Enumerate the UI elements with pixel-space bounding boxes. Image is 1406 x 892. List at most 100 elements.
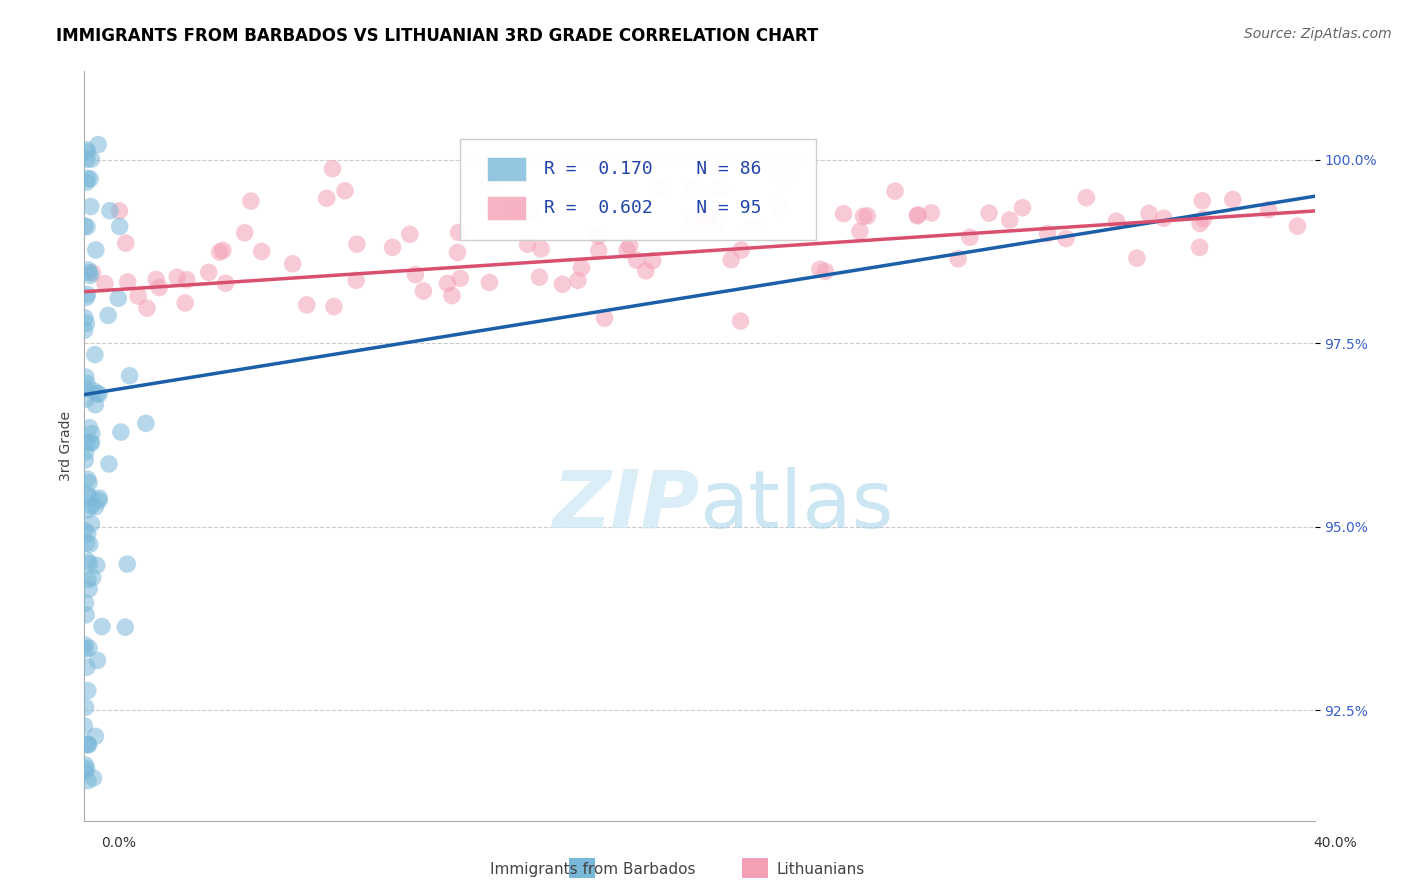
Point [75,382,97,396]
Point [516,237,538,252]
Text: atlas: atlas [700,467,894,545]
Point [107,291,129,305]
Point [616,244,638,258]
Point [773,170,796,185]
Point [76,145,98,159]
Point [97,309,120,323]
Point [80,499,103,513]
Point [315,191,337,205]
Point [696,210,718,224]
Point [114,620,136,634]
Point [75,758,97,772]
Point [333,184,356,198]
Point [651,181,673,195]
Point [322,300,344,314]
Point [530,242,553,256]
Point [108,203,131,218]
Point [1189,216,1212,230]
Point [84,398,107,412]
Point [76,290,98,304]
Point [80,200,103,214]
Point [1011,201,1033,215]
Point [478,276,501,290]
Point [136,301,159,315]
Point [86,558,108,573]
Point [79,421,101,435]
Point [211,244,233,258]
Point [683,182,706,196]
Point [1054,231,1077,245]
Point [551,277,574,292]
Point [381,240,404,254]
Point [197,265,219,279]
Point [82,771,104,785]
Point [108,219,131,234]
FancyBboxPatch shape [486,157,526,181]
Point [905,209,928,223]
Point [250,244,273,259]
Text: ZIP: ZIP [553,467,700,545]
Text: R =  0.602    N = 95: R = 0.602 N = 95 [544,199,762,217]
Point [80,516,103,531]
Point [77,263,100,277]
Point [567,273,589,287]
Point [849,224,872,238]
Point [808,262,831,277]
Point [76,152,98,166]
Text: Source: ZipAtlas.com: Source: ZipAtlas.com [1244,27,1392,41]
Point [76,472,98,486]
Point [344,273,367,287]
Point [404,268,426,282]
Point [946,252,969,266]
Point [214,277,236,291]
Point [634,264,657,278]
Point [76,737,98,751]
Point [79,266,101,280]
Point [79,436,101,450]
Point [73,310,96,325]
Point [127,289,149,303]
Point [1286,219,1309,234]
Point [110,425,132,439]
Text: Immigrants from Barbados: Immigrants from Barbados [491,863,696,877]
Point [75,175,97,189]
Point [79,557,101,571]
Point [83,348,105,362]
Point [998,213,1021,227]
Point [436,277,458,291]
Point [76,287,98,301]
Point [77,773,100,788]
Point [135,417,157,431]
Point [709,181,731,195]
Point [75,392,97,406]
Point [89,491,111,505]
Point [1036,227,1059,241]
Point [82,266,104,280]
Point [176,273,198,287]
Point [73,719,96,733]
Point [720,252,742,267]
Point [233,226,256,240]
Point [84,243,107,257]
Point [77,738,100,752]
Point [83,384,105,398]
Point [76,219,98,234]
Point [920,206,942,220]
Point [75,596,97,610]
Point [77,737,100,751]
Point [76,536,98,550]
Point [1153,211,1175,226]
Point [75,316,97,330]
Point [73,638,96,652]
Point [856,209,879,223]
Point [77,573,100,587]
Point [588,244,610,258]
Point [76,526,98,541]
Point [75,607,97,622]
Point [239,194,262,208]
Point [76,171,98,186]
Point [295,298,318,312]
Point [1192,211,1215,226]
Point [1137,206,1160,220]
Point [682,215,704,229]
